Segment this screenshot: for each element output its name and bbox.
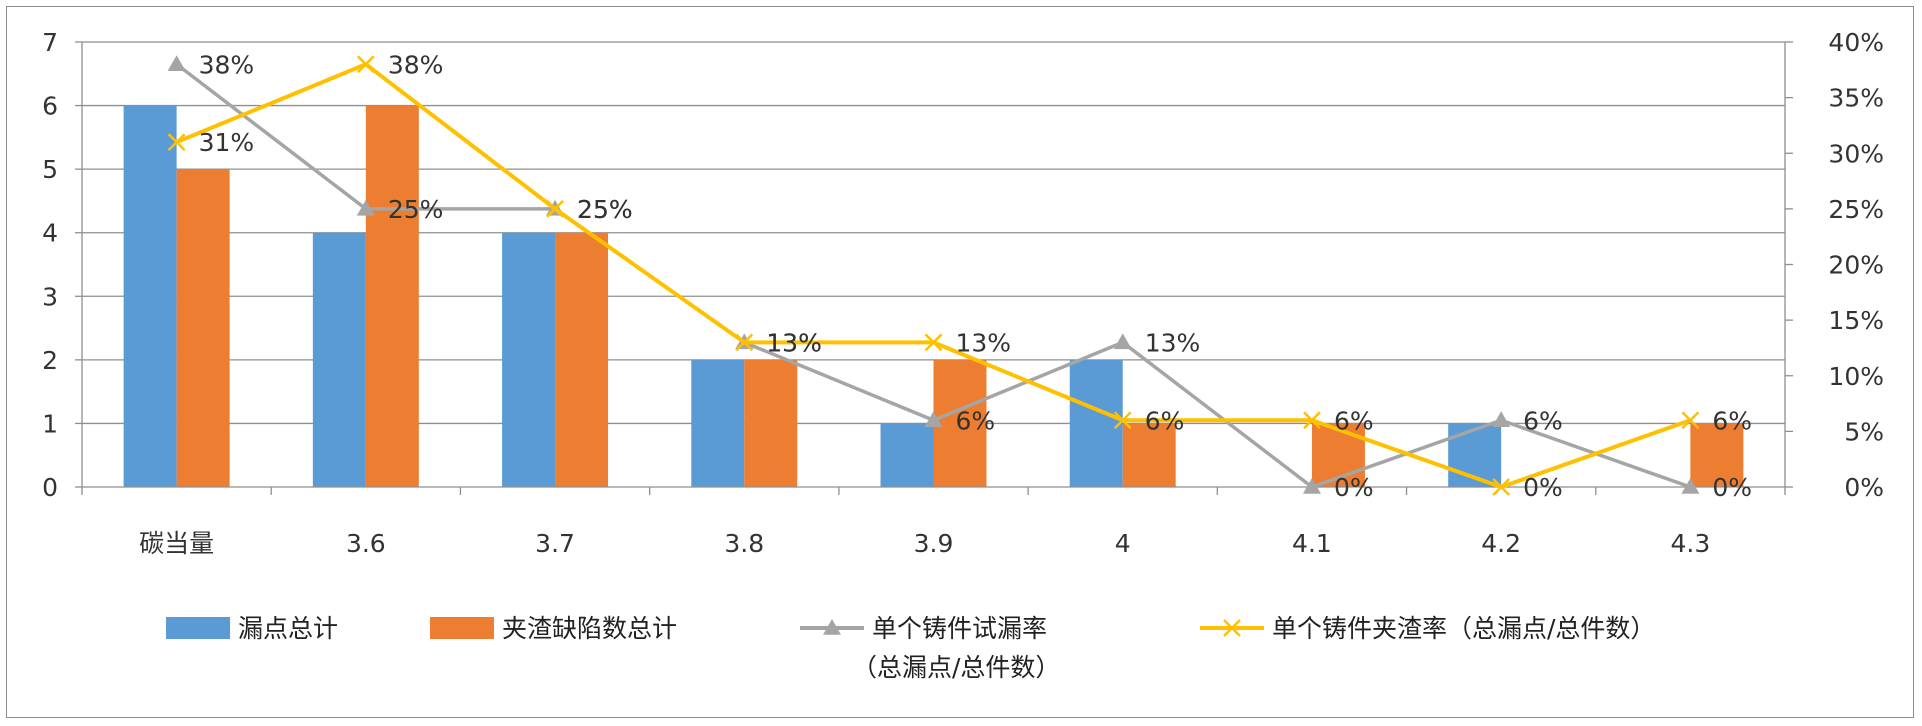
y-left-tick-label: 4 [42,219,58,248]
slag-rate-label: 13% [766,328,822,357]
leak-rate-label: 0% [1334,473,1374,502]
y-right-tick-label: 20% [1828,251,1884,280]
y-right-tick-label: 5% [1844,417,1884,446]
slag-rate-label: 38% [388,50,444,79]
slag-rate-point [1303,411,1321,430]
y-left-tick-label: 1 [42,409,58,438]
y-right-tick-label: 25% [1828,195,1884,224]
x-tick-label: 3.7 [535,529,575,558]
leak-rate-label: 6% [1523,406,1563,435]
slag-rate-label: 6% [1145,406,1185,435]
leak-rate-point [1113,333,1132,350]
slag-rate-label: 31% [199,128,255,157]
bar-slag [933,359,987,487]
slag-rate-point [546,199,564,218]
bar-leak [502,232,556,487]
legend-label: 漏点总计 [238,614,338,643]
y-left-tick-label: 5 [42,155,58,184]
x-tick-label: 4.1 [1292,529,1332,558]
bar-slag [1690,423,1744,487]
leak-rate-label: 13% [1145,328,1201,357]
leak-rate-label: 38% [199,50,255,79]
bar-slag [1122,423,1176,487]
bar-slag [555,232,609,487]
leak-rate-point [1492,411,1511,427]
x-marker-stroke [735,333,754,352]
bar-slag [176,169,230,487]
y-right-tick-label: 35% [1828,84,1884,113]
y-left-tick-label: 2 [42,346,58,375]
leak-rate-label: 25% [577,195,633,224]
y-left-tick-label: 7 [42,28,58,57]
bar-slag [365,105,419,488]
bar-leak [123,105,177,488]
slag-rate-point [356,55,375,74]
slag-rate-label: 0% [1523,473,1563,502]
slag-rate-label: 6% [1712,406,1752,435]
x-marker-stroke [167,133,186,152]
bar-leak [880,423,934,487]
x-marker-stroke [356,55,375,74]
slag-rate-point [735,333,754,352]
x-marker-stroke [1113,411,1132,430]
legend-swatch [430,617,494,639]
slag-rate-point [1113,411,1132,430]
y-right-tick-label: 0% [1844,473,1884,502]
leak-rate-point [167,55,186,71]
slag-rate-label: 13% [956,328,1012,357]
y-right-tick-label: 30% [1828,139,1884,168]
bar-leak [691,359,745,487]
legend-swatch [166,617,230,639]
leak-rate-label: 25% [388,195,444,224]
y-left-tick-label: 3 [42,282,58,311]
x-tick-label: 4.2 [1481,529,1521,558]
x-tick-label: 3.8 [724,529,764,558]
x-marker-stroke [546,199,564,218]
legend: 漏点总计 夹渣缺陷数总计 单个铸件试漏率 （总漏点/总件数） 单个铸件夹渣率（总漏点/总… [166,614,1655,682]
legend-label: 单个铸件夹渣率（总漏点/总件数） [1272,614,1655,643]
slag-rate-point [1681,411,1700,430]
x-marker-stroke [1681,411,1700,430]
x-marker-stroke [924,333,943,352]
bar-leak [1069,359,1123,487]
leak-rate-label: 6% [956,406,996,435]
bar-leak [312,232,366,487]
slag-rate-label: 25% [577,195,633,224]
legend-label: 夹渣缺陷数总计 [502,614,677,643]
legend-label: 单个铸件试漏率 [872,614,1047,643]
y-right-tick-label: 40% [1828,28,1884,57]
y-left-tick-label: 0 [42,473,58,502]
data-labels: 38%25% 25%13%6%13%0%6%0%31%38%25%13% 13%6%… [199,50,1752,502]
x-tick-label: 碳当量 [139,529,214,558]
x-marker-stroke [1303,411,1321,430]
y-right-tick-label: 10% [1828,362,1884,391]
x-tick-label: 4.3 [1671,529,1711,558]
slag-rate-point [167,133,186,152]
y-right-tick-label: 15% [1828,306,1884,335]
leak-rate-point [356,199,375,216]
x-tick-label: 3.6 [346,529,386,558]
legend-label-line2: （总漏点/总件数） [852,653,1060,682]
bars [123,105,1744,488]
slag-rate-point [924,333,943,352]
x-marker-stroke [1492,478,1511,496]
leak-rate-label: 13% [766,328,822,357]
leak-rate-point [1681,478,1700,494]
leak-rate-label: 0% [1712,473,1752,502]
x-marker-stroke [1223,619,1241,637]
leak-rate-point [924,411,943,427]
lines [167,55,1700,496]
y-left-tick-label: 6 [42,92,58,121]
x-tick-label: 4 [1115,529,1131,558]
x-tick-label: 3.9 [914,529,954,558]
leak-rate-point [1302,478,1321,494]
slag-rate-label: 6% [1334,406,1374,435]
legend-triangle-marker [823,619,841,635]
bar-slag [744,359,798,487]
slag-rate-point [1492,478,1511,496]
legend-x-marker [1223,619,1241,637]
